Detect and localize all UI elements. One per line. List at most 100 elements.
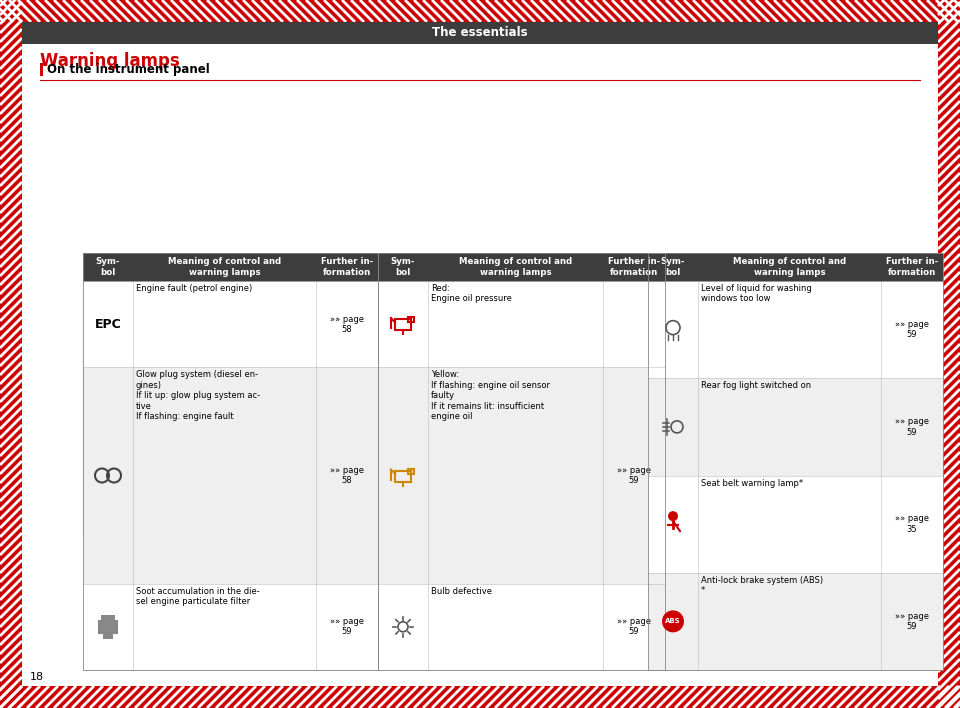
Text: ◄: ◄ [307,299,317,312]
Circle shape [141,327,300,486]
Bar [648,378,943,476]
Circle shape [203,389,239,425]
Text: Anti-lock brake system (ABS)
*: Anti-lock brake system (ABS) * [701,576,823,595]
Text: 3:42: 3:42 [333,360,357,370]
Text: Meaning of control and
warning lamps: Meaning of control and warning lamps [459,257,572,277]
Text: Sym-
bol: Sym- bol [391,257,416,277]
Text: »» page
59: »» page 59 [330,617,364,636]
Bar [83,583,378,670]
Bar [101,615,115,620]
Bar [297,516,319,530]
Text: »» page
59: »» page 59 [895,320,929,339]
Text: ABS: ABS [665,618,681,624]
Text: Sym-
bol: Sym- bol [96,257,120,277]
Bar [408,469,414,474]
Text: »» page
59: »» page 59 [617,466,651,485]
Text: Further in-
formation: Further in- formation [886,257,938,277]
Text: »» page
58: »» page 58 [330,466,364,485]
Circle shape [343,305,547,509]
Text: »» page
35: »» page 35 [895,515,929,534]
Bar [83,253,378,670]
Bar [83,253,378,281]
Text: Glow plug system (diesel en-
gines)
If lit up: glow plug system ac-
tive
If flas: Glow plug system (diesel en- gines) If l… [136,370,260,421]
Text: Further in-
formation: Further in- formation [321,257,373,277]
Bar [378,367,665,583]
Text: ►: ► [348,299,357,312]
Text: »» page
59: »» page 59 [617,617,651,636]
Bar [296,357,378,432]
Text: Sym-
bol: Sym- bol [660,257,685,277]
Bar [0,0,22,708]
Text: 19.0°C: 19.0°C [331,372,359,382]
Bar [395,319,411,330]
Bar [301,375,313,389]
Circle shape [427,389,463,425]
Bar [102,621,105,633]
Text: »» page
59: »» page 59 [895,612,929,631]
Bar [395,471,411,481]
Text: The essentials: The essentials [432,26,528,40]
Circle shape [496,355,506,365]
Circle shape [668,511,678,521]
Bar [378,583,665,670]
Circle shape [477,338,487,348]
Circle shape [662,610,684,632]
Circle shape [509,427,519,437]
Text: Meaning of control and
warning lamps: Meaning of control and warning lamps [732,257,846,277]
Bar [648,476,943,573]
Text: 0.0 / SET: 0.0 / SET [311,519,353,529]
Text: Rear fog light switched on: Rear fog light switched on [701,381,811,390]
Text: Fig. 27: Fig. 27 [589,519,626,529]
Circle shape [159,449,170,459]
Bar [378,281,665,367]
Text: »» page
58: »» page 58 [330,314,364,334]
Text: 18: 18 [30,672,44,682]
Text: Bulb defective: Bulb defective [431,586,492,595]
Circle shape [509,377,519,387]
Text: Further in-
formation: Further in- formation [608,257,660,277]
Text: Red:
Engine oil pressure: Red: Engine oil pressure [431,284,512,304]
Text: Meaning of control and
warning lamps: Meaning of control and warning lamps [168,257,281,277]
Text: SKI-0476: SKI-0476 [552,527,577,532]
Circle shape [180,466,189,476]
Bar [378,253,665,670]
Bar [648,253,943,281]
Bar [938,0,960,708]
Text: trip   0.0ᴷᴹ: trip 0.0ᴷᴹ [328,398,361,404]
Bar [408,317,414,322]
Bar [40,63,43,76]
Bar [98,620,118,634]
Bar [581,288,920,536]
Circle shape [144,389,154,399]
Text: Engine fault (petrol engine): Engine fault (petrol engine) [136,284,252,293]
Text: Warning lamps: Warning lamps [40,52,180,70]
Text: On the instrument panel: On the instrument panel [47,64,209,76]
Bar [301,362,313,389]
Bar [22,22,938,44]
Text: »» page
59: »» page 59 [895,417,929,437]
Bar [0,0,960,22]
Circle shape [204,474,213,484]
Text: Level of liquid for washing
windows too low: Level of liquid for washing windows too … [701,284,812,304]
Bar [648,573,943,670]
Bar [103,634,113,639]
Text: Yellow:
If flashing: engine oil sensor
faulty
If it remains lit: insufficient
en: Yellow: If flashing: engine oil sensor f… [431,370,550,421]
Circle shape [496,449,506,459]
Text: EPC: EPC [95,318,121,331]
Bar [83,281,378,367]
Circle shape [147,427,157,437]
Bar [107,621,109,633]
Circle shape [153,365,162,375]
Circle shape [477,466,487,476]
Text: Soot accumulation in the die-
sel engine particulate filter: Soot accumulation in the die- sel engine… [136,586,260,606]
Text: Seat belt warning lamp*: Seat belt warning lamp* [701,479,804,488]
Bar [648,253,943,670]
Bar [83,288,581,536]
Circle shape [366,327,524,486]
Text: 320ᴷᴹ: 320ᴷᴹ [331,385,353,394]
Circle shape [119,305,323,509]
Bar [648,281,943,378]
Bar [0,686,960,708]
Bar [111,621,114,633]
Bar [83,367,378,583]
